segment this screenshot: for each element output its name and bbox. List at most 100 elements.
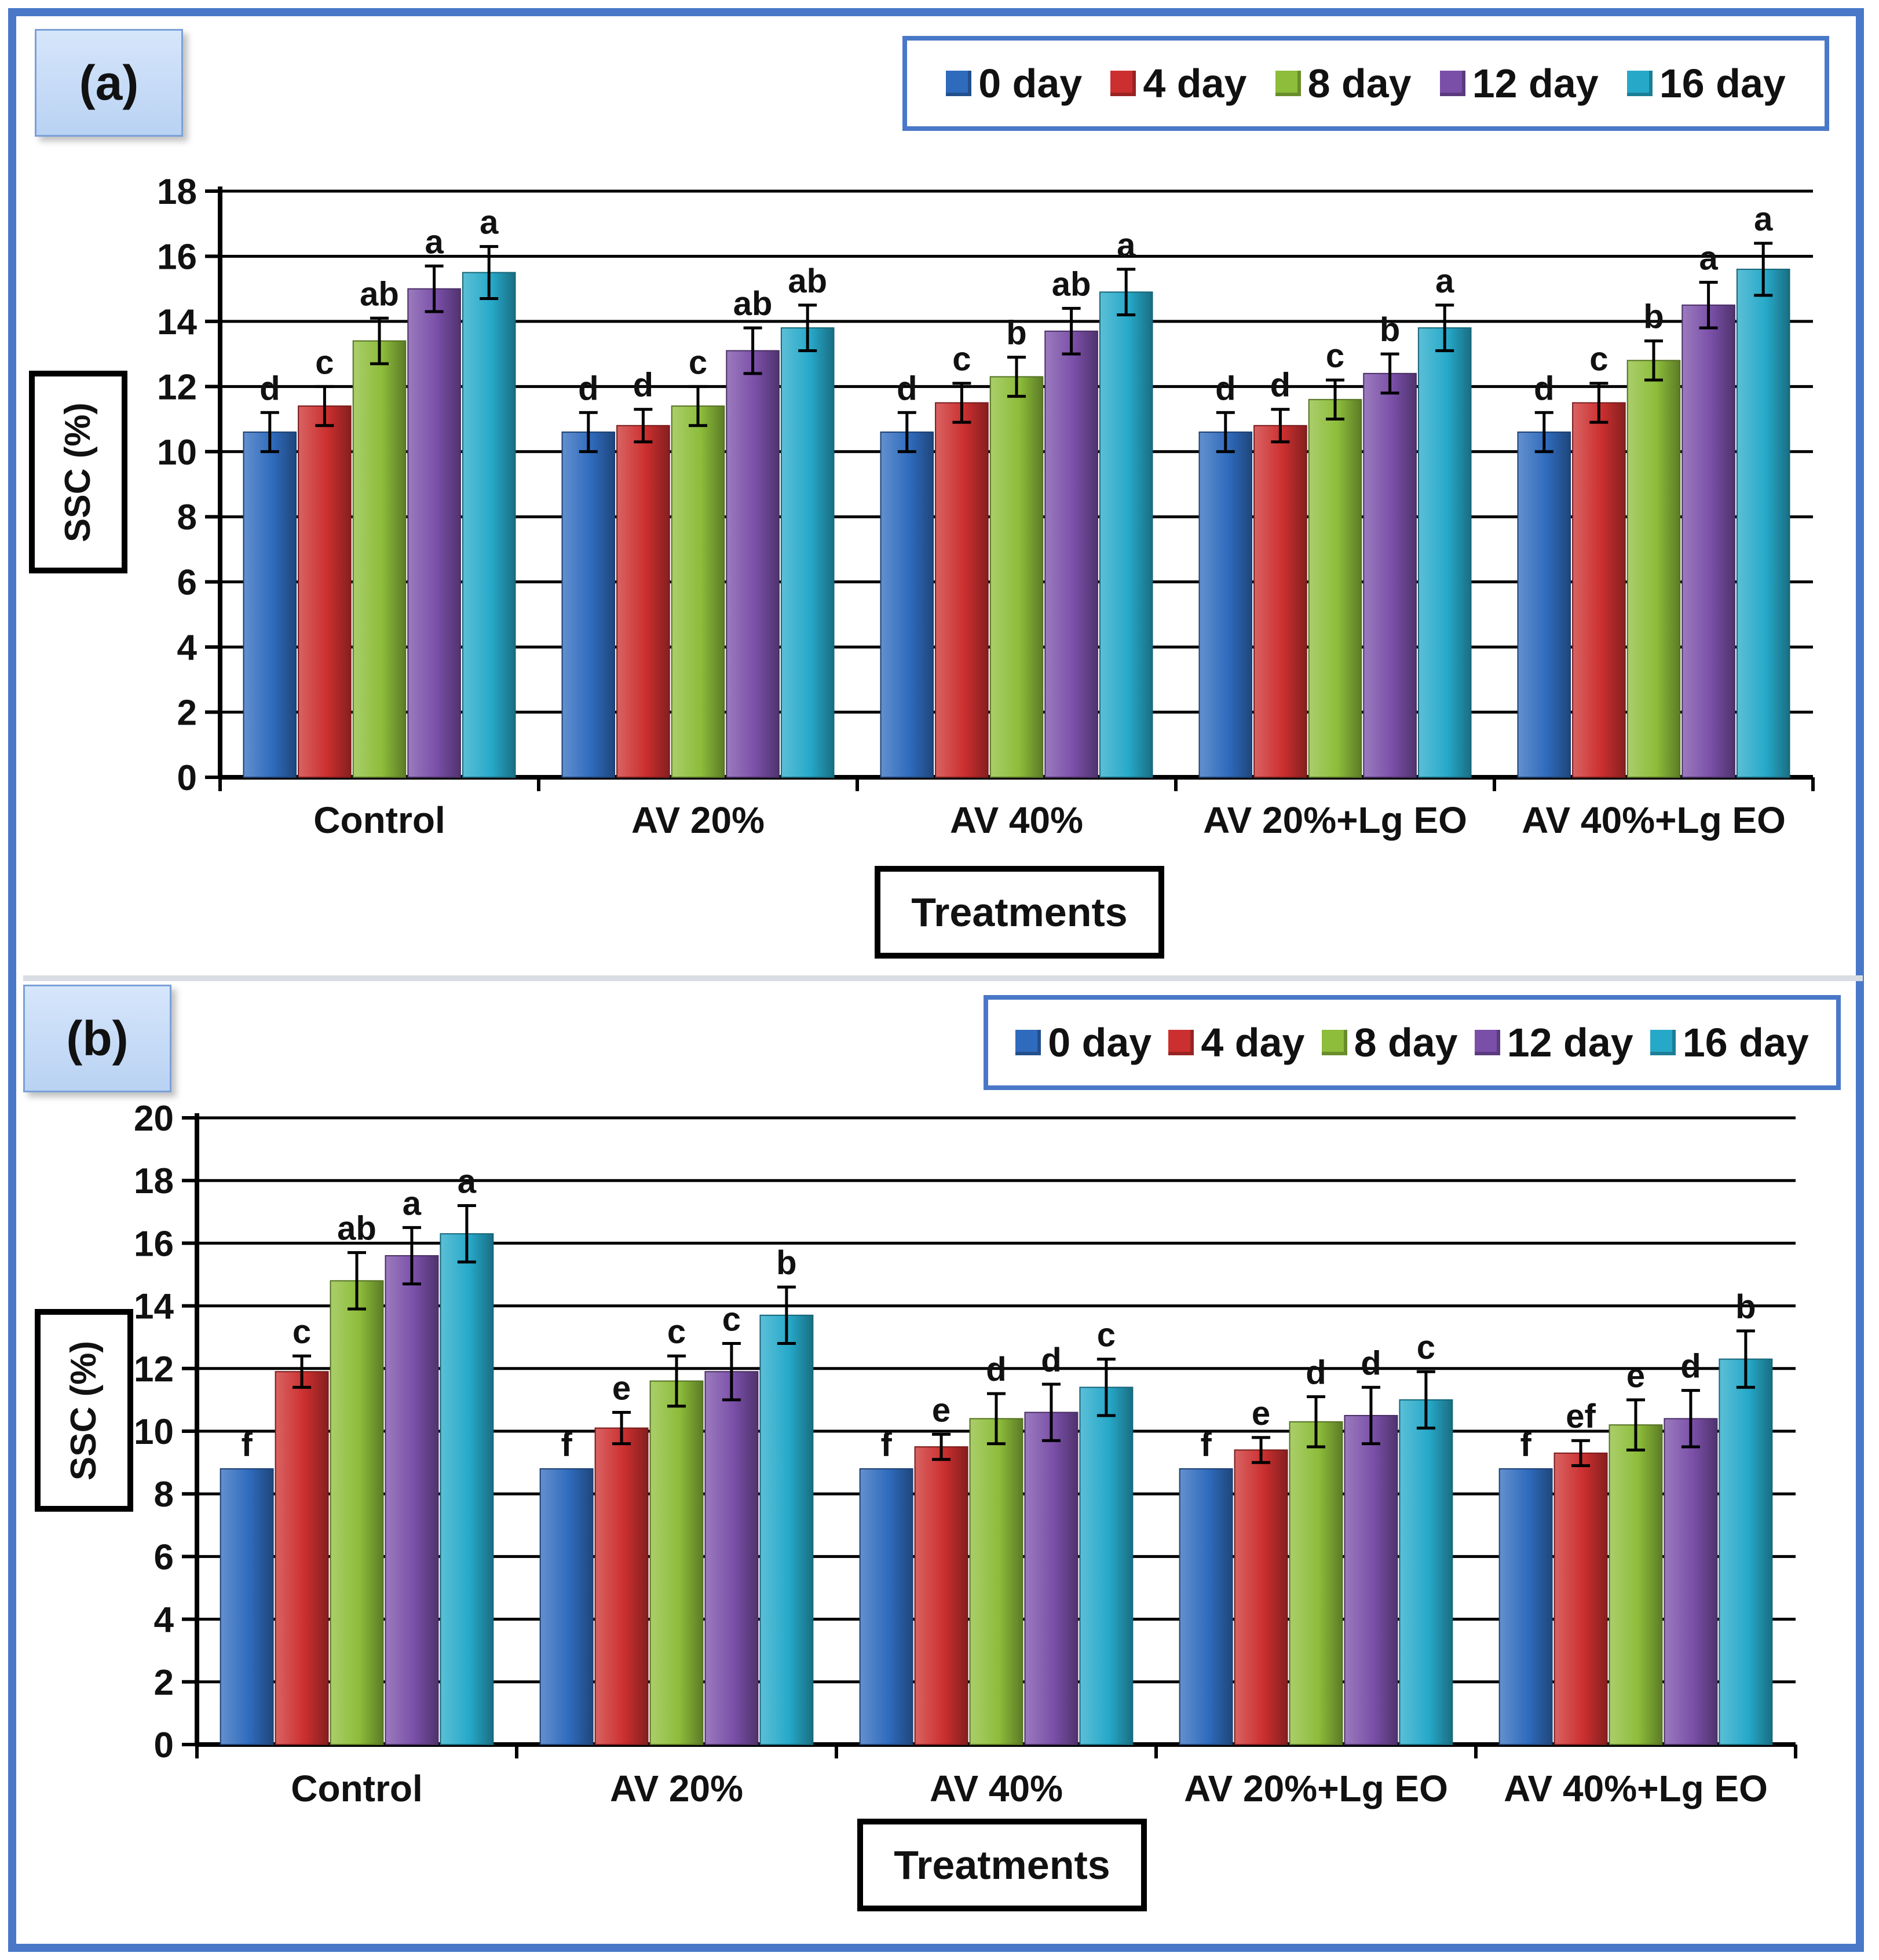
y-tick-label: 12 — [157, 367, 197, 407]
legend-swatch — [1168, 1030, 1194, 1055]
bar — [1079, 1387, 1134, 1745]
bar — [1736, 268, 1790, 778]
significance-letter: d — [1680, 1348, 1701, 1385]
legend-swatch — [1650, 1030, 1676, 1055]
significance-letter: d — [1270, 367, 1291, 404]
significance-letter: c — [689, 343, 707, 381]
legend-label: 4 day — [1201, 1020, 1305, 1065]
bar — [561, 432, 616, 778]
bar — [859, 1468, 913, 1745]
category-label: AV 40% — [950, 799, 1083, 841]
legend-label: 12 day — [1472, 61, 1599, 106]
category-label: Control — [313, 799, 445, 841]
bar — [726, 350, 780, 778]
bar — [1399, 1399, 1453, 1745]
bar — [385, 1255, 439, 1746]
y-tick-label: 14 — [134, 1287, 174, 1327]
significance-letter: a — [1117, 226, 1136, 264]
legend-swatch — [1015, 1030, 1041, 1055]
bar — [1719, 1358, 1773, 1745]
bar — [914, 1446, 968, 1745]
legend-item: 0 day — [1015, 1019, 1151, 1066]
category-label: AV 40% — [930, 1768, 1063, 1809]
legend-label: 12 day — [1507, 1020, 1633, 1065]
significance-letter: e — [932, 1391, 951, 1429]
y-tick-label: 6 — [154, 1537, 174, 1577]
legend-label: 4 day — [1143, 61, 1247, 106]
legend-item: 4 day — [1110, 60, 1246, 107]
significance-letter: e — [1626, 1357, 1645, 1395]
significance-letter: a — [458, 1162, 477, 1200]
bar — [407, 288, 461, 778]
bar — [1553, 1452, 1608, 1745]
bar — [594, 1427, 649, 1745]
significance-letter: c — [1097, 1317, 1116, 1354]
category-label: AV 40%+Lg EO — [1504, 1768, 1768, 1809]
y-tick-label: 0 — [177, 758, 197, 798]
category-label: AV 20% — [631, 799, 765, 841]
significance-letter: a — [425, 223, 444, 261]
legend-swatch — [1474, 1030, 1500, 1055]
significance-letter: a — [1435, 262, 1454, 300]
bar — [1344, 1414, 1398, 1745]
significance-letter: d — [1306, 1354, 1326, 1391]
significance-letter: b — [1735, 1288, 1756, 1326]
category-label: AV 20%+Lg EO — [1184, 1768, 1448, 1809]
significance-letter: ab — [337, 1210, 376, 1248]
y-tick-label: 14 — [157, 302, 197, 342]
significance-letter: ab — [360, 275, 399, 313]
significance-letter: a — [403, 1184, 422, 1222]
significance-letter: f — [561, 1426, 572, 1464]
legend-swatch — [1439, 71, 1465, 96]
legend-swatch — [946, 71, 972, 96]
significance-letter: d — [897, 370, 917, 407]
category-label: AV 20%+Lg EO — [1203, 799, 1467, 841]
y-tick-label: 6 — [177, 563, 197, 603]
significance-letter: b — [776, 1244, 796, 1282]
significance-letter: c — [293, 1313, 311, 1351]
bar — [352, 340, 407, 778]
bar — [969, 1418, 1023, 1745]
legend-item: 8 day — [1275, 60, 1412, 107]
significance-letter: d — [986, 1351, 1006, 1388]
bar — [1572, 402, 1626, 778]
legend-swatch — [1321, 1030, 1347, 1055]
y-axis-label-a: SSC (%) — [29, 371, 127, 573]
y-tick-label: 16 — [157, 237, 197, 277]
significance-letter: b — [1380, 311, 1400, 349]
bar — [649, 1380, 704, 1745]
significance-letter: c — [1417, 1329, 1435, 1366]
significance-letter: d — [259, 370, 280, 407]
bar — [243, 432, 297, 778]
bar — [1626, 360, 1681, 778]
y-tick-label: 4 — [177, 628, 198, 668]
bar — [1681, 304, 1735, 778]
legend-swatch — [1110, 71, 1136, 96]
bar — [780, 327, 835, 778]
legend-item: 0 day — [946, 60, 1082, 107]
bar — [1044, 330, 1098, 778]
x-axis-label-a: Treatments — [875, 866, 1164, 959]
significance-letter: c — [667, 1313, 686, 1351]
bar — [1289, 1421, 1343, 1745]
bar — [1179, 1468, 1233, 1745]
legend-swatch — [1275, 71, 1301, 96]
y-tick-label: 16 — [134, 1224, 174, 1264]
bar — [220, 1468, 274, 1745]
legend-item: 4 day — [1168, 1019, 1304, 1066]
significance-letter: d — [1361, 1344, 1381, 1382]
significance-letter: a — [1754, 200, 1773, 238]
legend-swatch — [1626, 71, 1653, 96]
significance-letter: f — [1200, 1426, 1212, 1464]
x-axis-label-b: Treatments — [857, 1819, 1147, 1911]
legend-item: 16 day — [1626, 60, 1786, 107]
significance-letter: a — [480, 204, 499, 242]
y-tick-label: 20 — [134, 1099, 174, 1139]
bar — [989, 376, 1044, 778]
bar — [1198, 432, 1253, 778]
y-tick-label: 4 — [154, 1600, 174, 1640]
y-tick-label: 8 — [177, 498, 197, 537]
legend-item: 12 day — [1474, 1019, 1633, 1066]
bar — [1417, 327, 1472, 778]
